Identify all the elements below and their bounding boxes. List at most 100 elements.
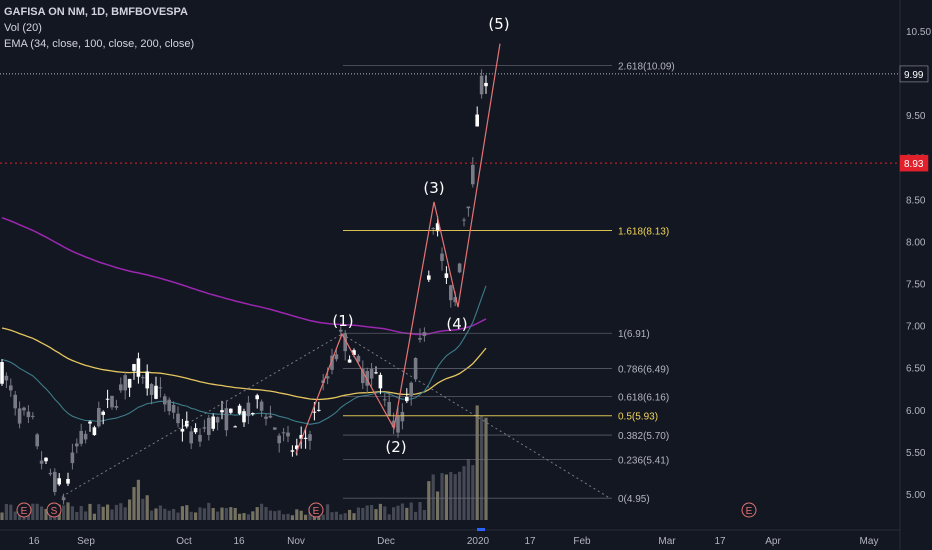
candle-body — [127, 378, 132, 388]
fib-level-label: 0.5(5.93) — [618, 412, 658, 423]
candle-body — [0, 362, 4, 384]
volume-bar — [202, 508, 206, 520]
candle-body — [39, 460, 44, 464]
event-marker-icon[interactable] — [741, 502, 757, 518]
candle-body — [259, 401, 264, 411]
candle-body — [471, 164, 475, 185]
candle-body — [422, 332, 427, 337]
event-marker-label: E — [746, 506, 753, 517]
ema-100-line — [1, 327, 487, 401]
volume-bar — [383, 506, 387, 520]
candle-body — [17, 408, 22, 424]
volume-bar — [282, 514, 286, 520]
candle-body — [295, 445, 299, 450]
candle-body — [75, 443, 79, 447]
time-axis-tick: May — [860, 536, 879, 547]
volume-bar — [471, 465, 475, 520]
candle-body — [31, 415, 35, 417]
volume-bar — [356, 507, 360, 520]
volume-bar — [242, 513, 246, 520]
candle-body — [193, 428, 198, 433]
symbol-title[interactable]: GAFISA ON NM, 1D, BMFBOVESPA — [4, 6, 188, 18]
price-axis-tick: 9.50 — [906, 111, 926, 122]
candle-body — [176, 413, 180, 424]
event-marker-icon[interactable] — [16, 502, 32, 518]
candle-body — [48, 472, 53, 475]
volume-bar — [4, 503, 8, 520]
elliott-wave-path[interactable] — [295, 43, 501, 454]
candle-body — [317, 409, 321, 411]
fib-level-label: 0.236(5.41) — [618, 455, 669, 466]
volume-bar — [436, 491, 440, 520]
candle-body — [466, 206, 471, 209]
candle-body — [246, 402, 251, 417]
volume-bar — [79, 506, 83, 520]
candle-body — [484, 82, 488, 87]
price-badge — [899, 65, 929, 83]
candle-body — [369, 368, 374, 379]
fib-level-label: 1(6.91) — [618, 329, 650, 340]
volume-bar — [348, 509, 352, 520]
candle-body — [475, 114, 479, 127]
volume-bar — [154, 508, 158, 520]
volume-bar — [176, 512, 180, 520]
time-axis-tick: Oct — [176, 536, 192, 547]
time-axis-tick: 16 — [28, 536, 40, 547]
candle-body — [374, 372, 378, 374]
candle-body — [114, 406, 119, 408]
volume-bar — [114, 504, 118, 520]
volume-bar — [158, 505, 162, 520]
candle-body — [277, 435, 281, 444]
candle-body — [290, 450, 295, 452]
fib-level-label: 0(4.95) — [618, 494, 650, 505]
candle-body — [286, 432, 290, 437]
volume-bar — [62, 505, 66, 520]
volume-bar — [295, 509, 299, 520]
volume-bar — [431, 474, 435, 520]
volume-bar — [277, 510, 281, 520]
candle-body — [418, 337, 422, 340]
candle-body — [444, 273, 449, 278]
volume-bar — [150, 510, 154, 520]
candle-body — [224, 408, 229, 431]
volume-indicator-label[interactable]: Vol (20) — [4, 22, 42, 34]
volume-bar — [378, 503, 382, 520]
event-marker-icon[interactable] — [308, 502, 324, 518]
volume-bar — [304, 514, 308, 520]
candle-body — [308, 434, 312, 441]
price-axis-tick: 5.00 — [906, 490, 926, 501]
volume-bar — [163, 508, 167, 520]
volume-bar — [334, 511, 338, 520]
candle-body — [242, 411, 246, 423]
volume-bar — [396, 505, 400, 520]
volume-bar — [440, 473, 444, 520]
volume-bar — [194, 512, 198, 520]
wave-label: (5) — [488, 15, 509, 33]
candle-body — [347, 359, 352, 363]
event-marker-icon[interactable] — [46, 502, 62, 518]
volume-bar — [466, 459, 470, 520]
candle-body — [101, 411, 105, 415]
volume-bar — [365, 505, 369, 520]
time-axis-tick: Mar — [658, 536, 676, 547]
candle-body — [361, 368, 365, 384]
wave-label: (2) — [385, 438, 406, 456]
candle-body — [339, 329, 343, 332]
volume-bar — [66, 502, 70, 520]
candle-body — [26, 411, 31, 418]
volume-bar — [268, 510, 272, 520]
volume-bar — [238, 513, 242, 520]
volume-bar — [255, 507, 259, 520]
volume-bar — [251, 511, 255, 520]
candle-body — [273, 427, 277, 430]
candle-body — [457, 263, 462, 273]
ema-indicator-label[interactable]: EMA (34, close, 100, close, 200, close) — [4, 38, 195, 50]
candle-body — [180, 428, 185, 432]
volume-bar — [172, 509, 176, 520]
price-axis-tick: 6.50 — [906, 364, 926, 375]
price-axis-tick: 5.50 — [906, 448, 926, 459]
volume-bar — [290, 515, 294, 520]
volume-bar — [92, 513, 96, 520]
candle-body — [330, 355, 334, 370]
